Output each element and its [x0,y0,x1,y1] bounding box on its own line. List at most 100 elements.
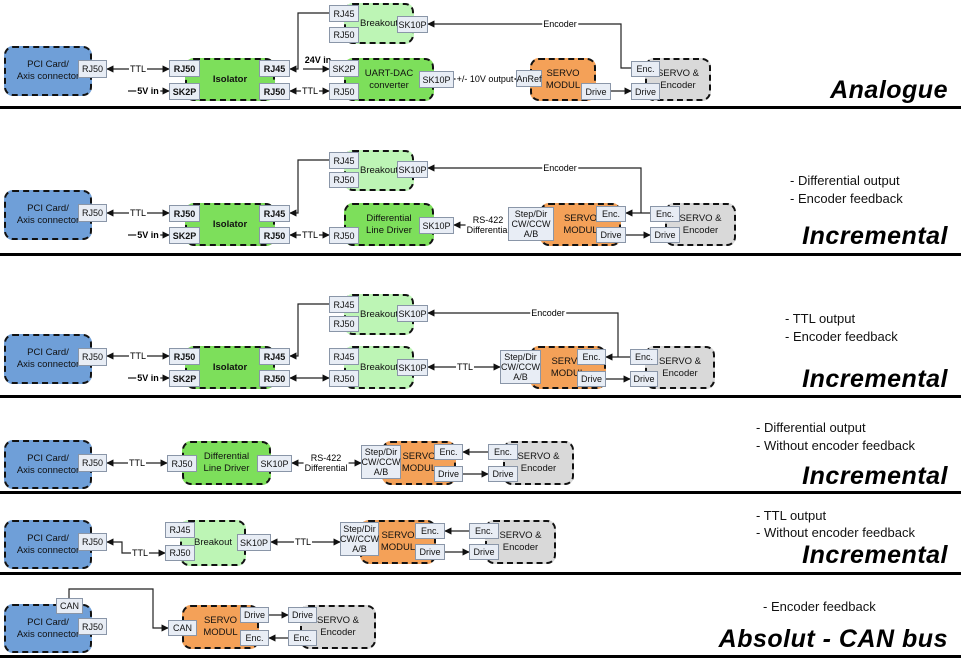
ttl1-label: TTL [127,458,147,468]
iso-rj50-port: RJ50 [169,348,200,365]
servo-step-port: Step/Dir CW/CCW A/B [340,522,379,556]
section-note: - Without encoder feedback [756,438,915,453]
section-title: Analogue [830,76,948,104]
ttl2-label: TTL [300,230,320,240]
iso-rj50b-port: RJ50 [259,83,290,100]
section-title: Incremental [802,365,948,393]
pci-box: PCI Card/ Axis connector [4,334,92,384]
iso-sk2p-port: SK2P [169,227,200,244]
se-drive-port: Drive [469,544,499,560]
se-enc-port: Enc. [650,206,680,222]
se-drive-port: Drive [631,83,660,100]
section-note: - Without encoder feedback [756,525,915,540]
iso-rj50b-port: RJ50 [259,370,290,387]
servo-enc-port: Enc. [434,444,463,460]
servo-enc-port: Enc. [577,349,606,365]
uart-sk2p-port: SK2P [329,60,359,77]
bo2-rj50-port: RJ50 [329,370,359,387]
bo-sk10p-port: SK10P [397,305,428,322]
se-drive-port: Drive [630,371,658,387]
pci-box: PCI Card/ Axis connector [4,190,92,240]
section-divider [0,106,961,109]
section-title: Absolut - CAN bus [718,625,948,653]
connection-wire [68,588,169,632]
v5-label: 5V in [136,86,160,96]
ttl2-label: TTL [300,86,320,96]
bo-rj50-port: RJ50 [329,172,359,188]
encoder-label: Encoder [542,19,578,29]
iso-sk2p-port: SK2P [169,370,200,387]
bo2-rj45-port: RJ45 [329,348,359,365]
connection-wire [427,309,619,357]
servo-drive-port: Drive [577,371,606,387]
se-enc-port: Enc. [469,523,499,539]
section-note: - Differential output [790,173,900,188]
ttl1-label: TTL [128,64,148,74]
rs422-label: RS-422 Differential [465,215,511,235]
dld-rj50-port: RJ50 [329,227,359,244]
bo-rj45-port: RJ45 [329,296,359,313]
servo-enc-port: Enc. [415,523,445,539]
iso-rj45-port: RJ45 [259,205,290,222]
bo-sk10p-port: SK10P [397,16,428,33]
iso-rj50-port: RJ50 [169,205,200,222]
pci-can-port: CAN [56,598,83,614]
servo-step-port: Step/Dir CW/CCW A/B [500,350,541,384]
pci-box: PCI Card/ Axis connector [4,440,92,489]
se-enc-port: Enc. [631,61,660,77]
encoder-label: Encoder [530,308,566,318]
pci-rj50-port: RJ50 [78,454,107,472]
section-divider [0,655,961,658]
dld-sk10p-port: SK10P [257,455,292,472]
bo-sk10p-port: SK10P [397,161,428,178]
section-divider [0,395,961,398]
uart-rj50-port: RJ50 [329,83,359,100]
ttl1-label: TTL [130,548,150,558]
section-note: - Encoder feedback [785,329,898,344]
v24-label: 24V in [303,55,333,65]
connection-wire [427,20,631,69]
iso-rj45-port: RJ45 [259,348,290,365]
pci-rj50-port: RJ50 [78,204,107,222]
uart-sk10p-port: SK10P [419,71,454,88]
servo-step-port: Step/Dir CW/CCW A/B [508,207,554,241]
uart-box: UART-DAC converter [344,58,434,101]
section-divider [0,491,961,494]
pci-rj50-port: RJ50 [78,618,107,635]
iso-sk2p-port: SK2P [169,83,200,100]
section-title: Incremental [802,541,948,569]
section-divider [0,572,961,575]
section-note: - Differential output [756,420,866,435]
se-drive-port: Drive [488,466,518,482]
v5-label: 5V in [136,230,160,240]
servo-box: SERVO MODUL [530,346,606,389]
bo-rj50-port: RJ50 [165,545,195,561]
iso-rj50b-port: RJ50 [259,227,290,244]
ttl1-label: TTL [128,351,148,361]
dld-rj50-port: RJ50 [167,455,197,472]
rs422-label: RS-422 Differential [303,453,349,473]
servo-drive-port: Drive [581,83,611,100]
bo-rj45-port: RJ45 [329,5,359,22]
servo-step-port: Step/Dir CW/CCW A/B [361,445,401,479]
ttl2-label: TTL [455,362,475,372]
section-title: Incremental [802,222,948,250]
bo-rj45-port: RJ45 [165,522,195,538]
out10v-label: +/- 10V output [455,74,515,84]
encoder-label: Encoder [542,163,578,173]
iso-rj50-port: RJ50 [169,60,200,77]
pci-rj50-port: RJ50 [78,533,107,551]
se-drive-port: Drive [650,227,680,243]
section-note: - TTL output [785,311,856,326]
servo-drive-port: Drive [434,466,463,482]
se-enc-port: Enc. [630,349,658,365]
se-enc-port: Enc. [488,444,518,460]
servo-drive-port: Drive [240,607,269,623]
section-title: Incremental [802,462,948,490]
pci-rj50-port: RJ50 [78,60,107,78]
servo-enc-port: Enc. [596,206,626,222]
section-note: - Encoder feedback [790,191,903,206]
servo-enc-port: Enc. [240,630,269,646]
connection-wire [289,12,329,73]
servo-anref-port: AnRef [516,70,542,87]
